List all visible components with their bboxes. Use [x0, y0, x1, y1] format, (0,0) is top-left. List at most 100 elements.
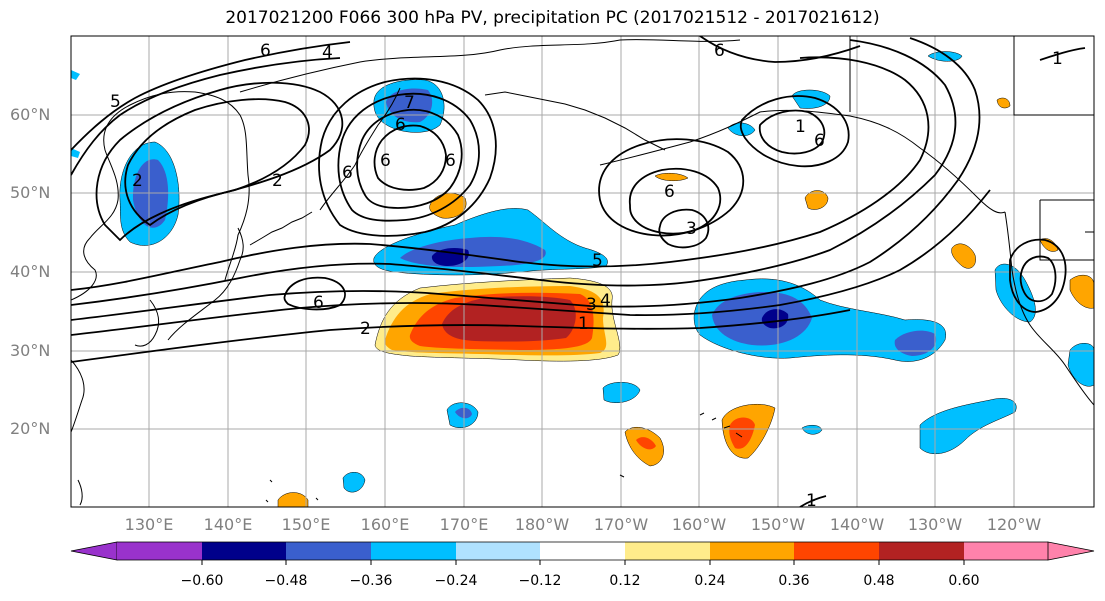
- precip-blob-coast-blue: [994, 263, 1036, 323]
- map-title: 2017021200 F066 300 hPa PV, precipitatio…: [225, 8, 880, 28]
- contour-label: 1: [806, 491, 817, 511]
- pv-contour: [1019, 255, 1057, 303]
- contour-label: 6: [260, 41, 271, 61]
- lat-label: 60°N: [10, 105, 51, 124]
- contour-label: 4: [600, 291, 611, 311]
- colorbar-segment: [964, 542, 1048, 560]
- precip-blob-north-east: [791, 89, 831, 109]
- colorbar-segment: [710, 542, 794, 560]
- aleutians: [484, 91, 666, 151]
- colorbar-extend-low: [70, 541, 118, 561]
- precip-blob-coast-south: [1067, 343, 1094, 387]
- precip-blob-far-north: [927, 51, 963, 62]
- pv-contour: [699, 36, 861, 63]
- pv-contour: [71, 189, 991, 336]
- pv-contour: [71, 57, 341, 176]
- lon-label: 120°W: [986, 515, 1042, 534]
- contour-label: 1: [795, 117, 806, 137]
- contour-label: 6: [445, 151, 456, 171]
- kurils: [249, 211, 313, 246]
- precip-blob-orange-east: [804, 190, 829, 210]
- colorbar-tick-label: −0.12: [518, 573, 562, 589]
- colorbar-tick-label: −0.60: [180, 573, 224, 589]
- contour-label: 6: [395, 115, 406, 135]
- siberia-north-coast: [239, 39, 741, 93]
- precip-blob-east-tail: [894, 330, 937, 356]
- colorbar-segment: [202, 542, 286, 560]
- colorbar-segment: [371, 542, 456, 560]
- lon-label: 150°W: [750, 515, 806, 534]
- colorbar-outline: [117, 541, 1048, 561]
- lon-label: 180°W: [514, 515, 570, 534]
- precip-blob-east-min: [761, 309, 789, 329]
- colorbar-segment: [540, 542, 625, 560]
- pv-contour: [71, 309, 851, 363]
- contour-label: 1: [578, 314, 589, 334]
- colorbar-segment: [117, 542, 202, 560]
- contour-label: 4: [322, 43, 333, 63]
- contour-label: 6: [814, 131, 825, 151]
- lat-label: 50°N: [10, 183, 51, 202]
- lon-label: 160°W: [671, 515, 727, 534]
- contour-label: 6: [664, 182, 675, 202]
- precip-blob-far-west-2: [71, 148, 80, 158]
- north-america-coast: [1004, 211, 1094, 406]
- pv-contours: [71, 36, 1086, 507]
- precip-blob-south-3-core: [636, 437, 656, 450]
- precip-blob-far-west: [71, 70, 80, 80]
- colorbar-extend-high: [1047, 541, 1095, 561]
- contour-label: 3: [586, 295, 597, 315]
- colorbar-ticks: [201, 560, 965, 565]
- pv-contour: [356, 108, 463, 209]
- pv-contour: [1009, 238, 1067, 313]
- colorbar-segment: [879, 542, 964, 560]
- pv-contour: [373, 124, 447, 191]
- pv-contour: [658, 208, 710, 249]
- colorbar-tick-label: −0.24: [434, 573, 478, 589]
- contour-label: 6: [714, 41, 725, 61]
- contour-label: 6: [380, 151, 391, 171]
- contour-label: 2: [272, 171, 283, 191]
- colorbar-tick-label: −0.48: [264, 573, 308, 589]
- asia-coast: [71, 91, 250, 301]
- colorbar-tick-label: 0.12: [609, 573, 641, 589]
- alaska-coast: [599, 109, 1006, 214]
- precip-blob-orange-coast: [951, 243, 976, 269]
- contour-label: 2: [132, 171, 143, 191]
- lat-label: 40°N: [10, 262, 51, 281]
- lon-label: 130°E: [124, 515, 174, 534]
- lon-label: 170°W: [593, 515, 649, 534]
- colorbar-tick-label: 0.24: [694, 573, 726, 589]
- contour-label: 1: [1052, 49, 1063, 69]
- lon-label: 170°E: [439, 515, 489, 534]
- precip-blob-south-8: [801, 425, 823, 435]
- lon-label: 160°E: [360, 515, 410, 534]
- lon-label: 130°W: [907, 515, 963, 534]
- colorbar: [70, 541, 1095, 565]
- colorbar-segment: [456, 542, 540, 560]
- pv-contour: [337, 92, 480, 222]
- pv-contour: [799, 495, 827, 507]
- taiwan-coast: [77, 479, 83, 506]
- lon-label: 140°W: [829, 515, 885, 534]
- lon-label: 140°E: [203, 515, 253, 534]
- contour-label: 6: [342, 163, 353, 183]
- precip-band-north-min: [431, 248, 469, 266]
- map-frame: [70, 35, 1095, 508]
- pv-contour: [71, 41, 351, 151]
- contour-label: 2: [360, 319, 371, 339]
- china-coast: [71, 359, 85, 433]
- gridlines: [71, 36, 1094, 507]
- precip-blob-south-4-core: [729, 417, 755, 449]
- colorbar-tick-label: −0.36: [349, 573, 393, 589]
- colorbar-segment: [625, 542, 710, 560]
- pacific-islands: [265, 474, 816, 503]
- contour-label: 5: [110, 92, 121, 112]
- japan-coast: [167, 227, 244, 341]
- kamchatka-coast: [319, 87, 401, 211]
- precip-blob-orange-far-east: [1069, 274, 1094, 309]
- colorbar-tick-label: 0.60: [948, 573, 980, 589]
- pv-contour: [71, 39, 957, 306]
- pv-contour: [1039, 47, 1086, 61]
- colorbar-segment: [286, 542, 371, 560]
